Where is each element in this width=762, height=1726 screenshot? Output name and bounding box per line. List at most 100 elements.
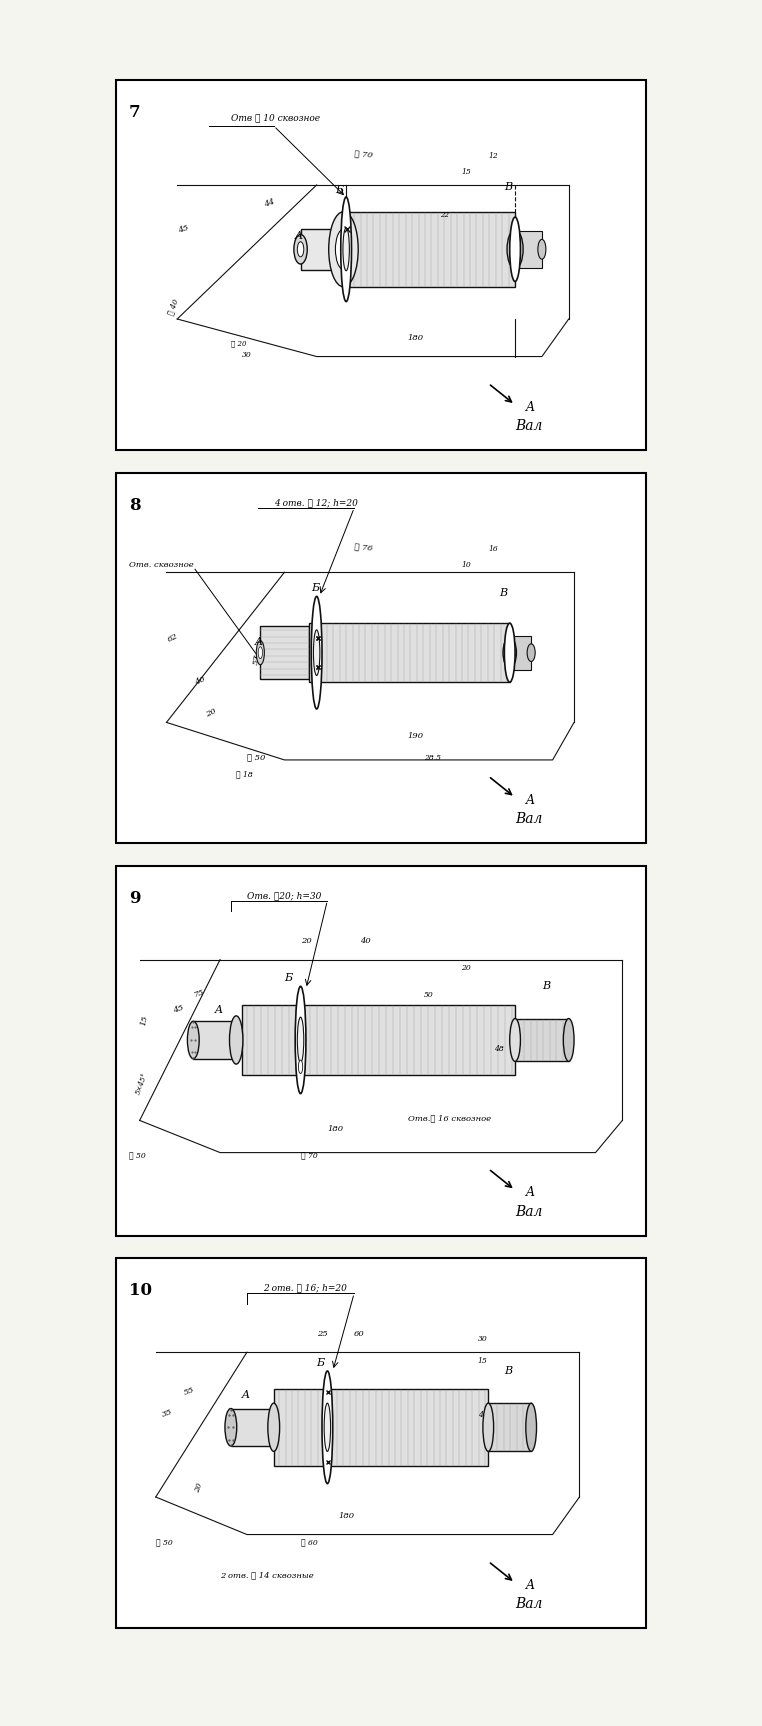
Text: Вал: Вал [515,811,543,827]
Ellipse shape [322,1370,333,1484]
Polygon shape [515,231,542,268]
Text: 15: 15 [462,167,471,176]
Text: ∅ 50: ∅ 50 [129,1151,146,1160]
Polygon shape [488,1403,531,1452]
Text: 2 отв. ∅ 16; h=20: 2 отв. ∅ 16; h=20 [263,1284,347,1293]
Text: ∅ 40: ∅ 40 [166,297,180,316]
Text: ∅ 70: ∅ 70 [354,150,373,161]
Ellipse shape [507,230,523,269]
Text: 30: 30 [242,350,251,359]
Text: 5×45°: 5×45° [134,1072,149,1096]
Text: 50: 50 [424,991,434,999]
Text: 7: 7 [129,105,140,121]
Text: Отв. сквозное: Отв. сквозное [129,561,194,570]
Text: ∅ 20: ∅ 20 [231,340,246,349]
Polygon shape [344,212,515,287]
Text: B: B [504,183,513,192]
Ellipse shape [258,647,262,659]
Text: 16: 16 [488,545,498,552]
Text: 45: 45 [178,224,190,235]
Ellipse shape [297,1017,304,1063]
FancyBboxPatch shape [116,473,646,842]
Ellipse shape [527,644,535,661]
Ellipse shape [328,212,358,287]
Text: 25: 25 [317,1331,328,1338]
Text: 30: 30 [478,1336,487,1343]
Ellipse shape [256,640,264,665]
Text: Б: Б [284,973,293,984]
Text: 12: 12 [488,152,498,161]
Text: Б: Б [335,185,344,195]
Text: ∅ 76: ∅ 76 [354,544,373,552]
Text: ∅ 18: ∅ 18 [236,770,253,778]
FancyBboxPatch shape [116,81,646,450]
Text: ∅ 50: ∅ 50 [155,1540,172,1546]
Ellipse shape [313,630,320,675]
Text: A: A [255,637,263,647]
Polygon shape [194,1022,236,1058]
Ellipse shape [510,1018,520,1061]
Text: 8: 8 [129,497,140,514]
Text: 9: 9 [129,891,140,906]
FancyBboxPatch shape [116,866,646,1236]
Text: B: B [499,589,507,599]
Text: 20: 20 [204,708,217,720]
Polygon shape [510,635,531,670]
Ellipse shape [504,623,515,682]
Ellipse shape [299,1060,303,1074]
Ellipse shape [187,1022,199,1058]
Polygon shape [261,627,309,680]
Polygon shape [515,1018,568,1061]
Ellipse shape [295,986,306,1094]
Text: 40: 40 [478,1410,487,1419]
Text: 22: 22 [440,211,449,219]
Text: 180: 180 [338,1512,354,1521]
Ellipse shape [538,240,546,259]
Polygon shape [242,1005,515,1075]
Text: A: A [526,400,535,414]
Text: Б: Б [312,583,319,594]
Ellipse shape [312,597,322,709]
Text: 75: 75 [194,987,207,999]
Ellipse shape [229,1017,243,1065]
Text: 20: 20 [300,937,312,946]
Text: 44: 44 [263,197,276,209]
Text: 15: 15 [139,1013,149,1025]
Polygon shape [309,623,510,682]
Text: 48: 48 [494,1044,504,1053]
Polygon shape [274,1389,488,1465]
Polygon shape [231,1408,274,1446]
Ellipse shape [563,1018,574,1061]
Text: 10: 10 [129,1282,152,1300]
Ellipse shape [324,1403,331,1452]
Text: 180: 180 [328,1125,344,1134]
Ellipse shape [267,1403,280,1452]
Text: B: B [542,980,550,991]
Text: A: A [526,1579,535,1591]
Text: ∅ 60: ∅ 60 [300,1540,317,1546]
Text: 60: 60 [354,1331,365,1338]
Text: Отв. ∅20; h=30: Отв. ∅20; h=30 [247,891,322,899]
Text: 57: 57 [252,654,262,666]
Text: Б: Б [317,1358,325,1367]
Text: A: A [526,1186,535,1200]
Text: A: A [242,1389,250,1400]
Ellipse shape [526,1403,536,1452]
Ellipse shape [503,637,517,668]
Text: Вал: Вал [515,1597,543,1612]
Text: 2 отв. ∅ 14 сквозные: 2 отв. ∅ 14 сквозные [220,1571,314,1579]
Text: 20: 20 [194,1481,204,1493]
Text: 28.5: 28.5 [424,754,441,761]
Ellipse shape [335,230,351,269]
Text: 35: 35 [161,1407,174,1419]
Text: 62: 62 [166,632,180,644]
Text: 15: 15 [478,1357,487,1365]
Ellipse shape [510,217,520,281]
Text: 40: 40 [360,937,370,946]
Ellipse shape [341,197,351,302]
Text: A: A [526,794,535,806]
Text: 190: 190 [408,732,424,740]
Text: A: A [215,1005,223,1015]
Text: 20: 20 [462,965,471,972]
Text: 55: 55 [183,1386,195,1396]
